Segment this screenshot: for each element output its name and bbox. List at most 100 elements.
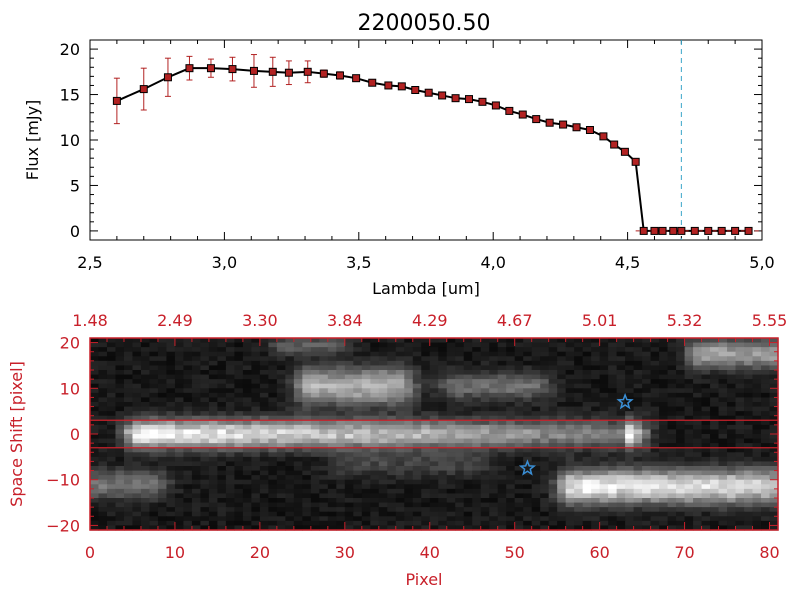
image-pixel [361,447,371,453]
image-pixel [344,411,354,417]
image-pixel [208,397,218,403]
image-pixel [106,438,117,444]
image-pixel [421,511,431,517]
image-pixel [200,525,210,531]
image-pixel [684,511,694,517]
image-pixel [735,347,745,353]
image-pixel [90,493,100,499]
image-pixel [242,438,252,444]
image-pixel [523,365,533,371]
image-pixel [582,383,592,389]
image-pixel [259,511,269,517]
image-pixel [574,520,584,527]
image-pixel [259,456,269,463]
image-pixel [421,370,431,376]
x-tick-label: 0 [85,543,95,562]
image-pixel [463,365,473,371]
image-pixel [438,420,448,426]
image-pixel [710,452,720,458]
image-pixel [293,424,303,431]
image-pixel [701,392,711,399]
image-pixel [506,383,516,389]
image-pixel [557,507,567,513]
image-pixel [336,493,346,499]
image-pixel [497,406,507,412]
image-pixel [378,475,388,481]
image-pixel [735,525,745,531]
image-pixel [106,461,117,467]
image-pixel [497,493,507,499]
image-pixel [676,351,686,357]
image-pixel [174,388,185,394]
image-pixel [523,447,533,453]
image-pixel [693,452,703,458]
image-pixel [370,424,380,431]
image-pixel [582,379,592,385]
image-pixel [633,365,643,371]
image-pixel [455,525,465,531]
image-pixel [752,360,762,367]
image-pixel [242,429,252,435]
image-pixel [225,479,235,485]
image-pixel [208,388,218,394]
image-pixel [378,502,388,508]
image-pixel [489,443,499,449]
image-pixel [480,507,490,513]
image-pixel [633,406,643,412]
image-pixel [421,351,431,357]
image-pixel [370,507,380,513]
image-pixel [574,434,584,440]
image-pixel [336,429,346,435]
image-pixel [412,434,422,440]
image-pixel [769,356,779,362]
image-pixel [302,397,312,403]
image-pixel [710,406,720,412]
image-pixel [642,456,652,463]
image-pixel [727,461,737,467]
image-pixel [727,338,737,344]
image-pixel [268,406,278,412]
image-pixel [540,356,550,362]
image-pixel [412,415,422,421]
image-pixel [438,434,448,440]
image-pixel [132,498,142,504]
image-pixel [676,342,686,348]
image-pixel [157,406,168,412]
image-pixel [514,351,524,357]
image-pixel [599,520,609,527]
image-pixel [540,392,550,399]
image-pixel [489,507,499,513]
image-pixel [370,525,380,531]
image-pixel [123,461,134,467]
image-pixel [752,379,762,385]
image-pixel [429,360,439,367]
image-pixel [353,502,363,508]
image-pixel [183,370,193,376]
image-pixel [251,406,261,412]
image-pixel [421,447,431,453]
image-pixel [438,479,448,485]
image-pixel [472,434,482,440]
image-pixel [404,379,414,385]
image-pixel [446,484,456,490]
image-pixel [472,351,482,357]
image-pixel [149,370,159,376]
image-pixel [140,438,151,444]
image-pixel [276,374,286,380]
image-pixel [472,438,482,444]
image-pixel [319,511,329,517]
image-pixel [531,475,541,481]
image-pixel [480,498,490,504]
image-pixel [701,370,711,376]
image-pixel [693,360,703,367]
image-pixel [667,383,677,389]
image-pixel [667,392,677,399]
image-pixel [769,443,779,449]
image-pixel [140,511,151,517]
image-pixel [217,470,227,476]
image-pixel [455,411,465,417]
image-pixel [540,338,550,344]
image-pixel [693,516,703,522]
image-pixel [98,342,108,348]
image-pixel [625,374,635,380]
